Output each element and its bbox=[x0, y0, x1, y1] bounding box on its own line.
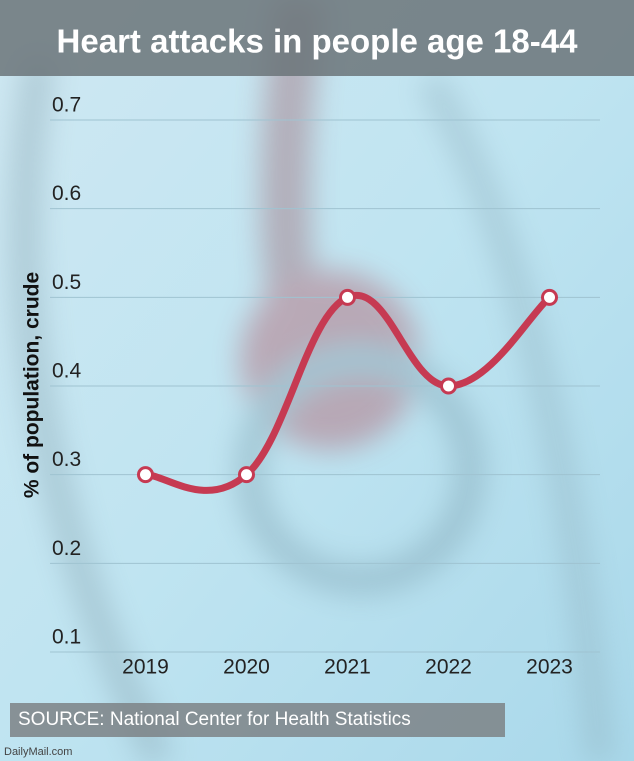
source-box bbox=[10, 703, 505, 737]
chart-title: Heart attacks in people age 18-44 bbox=[57, 23, 579, 60]
y-tick-label: 0.5 bbox=[52, 271, 81, 294]
x-tick-label: 2021 bbox=[324, 656, 371, 679]
x-tick-label: 2023 bbox=[526, 656, 573, 679]
y-tick-label: 0.4 bbox=[52, 360, 82, 383]
x-tick-label: 2022 bbox=[425, 656, 472, 679]
marker bbox=[137, 466, 154, 484]
y-tick-label: 0.7 bbox=[52, 94, 81, 117]
marker bbox=[238, 466, 255, 484]
marker bbox=[339, 288, 356, 306]
y-tick-label: 0.1 bbox=[52, 626, 81, 649]
y-tick-label: 0.6 bbox=[52, 182, 81, 205]
x-tick-label: 2020 bbox=[223, 656, 270, 679]
y-tick-label: 0.2 bbox=[52, 537, 81, 560]
marker bbox=[541, 288, 558, 306]
source: SOURCE: National Center for Health Stati… bbox=[18, 709, 411, 730]
marker bbox=[440, 377, 457, 395]
credit: DailyMail.com bbox=[4, 746, 72, 758]
y-axis-label: % of population, crude bbox=[21, 272, 44, 498]
x-tick-label: 2019 bbox=[122, 656, 169, 679]
background-art bbox=[10, 0, 613, 761]
title-band bbox=[0, 0, 634, 76]
y-tick-label: 0.3 bbox=[52, 448, 81, 471]
